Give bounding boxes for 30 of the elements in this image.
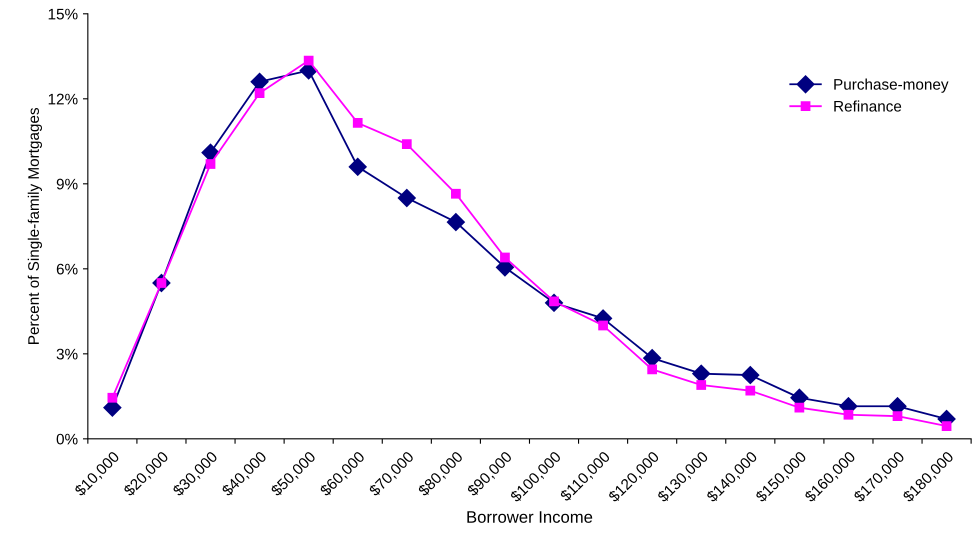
point [352,118,363,128]
point [402,139,412,150]
point [451,188,461,199]
y-axis-title: Percent of Single-family Mortgages [28,108,42,344]
point [844,410,854,420]
point [206,159,216,169]
y-tick-label: 6% [56,264,78,275]
point [647,364,658,374]
y-tick-label: 0% [56,434,78,445]
point [108,392,118,403]
point [446,213,465,232]
point [254,88,264,98]
point [500,252,510,262]
point [794,402,804,413]
point [696,380,706,390]
point [745,386,756,396]
y-tick-label: 15% [48,8,78,20]
point [304,56,314,66]
y-tick-label: 3% [56,348,78,360]
point [348,158,367,176]
x-axis-title: Borrower Income [467,511,592,523]
point [598,320,608,330]
point [892,411,902,422]
point [398,188,416,208]
y-tick-label: 12% [48,94,78,104]
legend-label: Refinance [834,100,902,112]
y-tick-label: 9% [56,178,78,190]
point [741,366,760,384]
point [942,421,952,431]
legend-label: Purchase-money [834,78,949,93]
